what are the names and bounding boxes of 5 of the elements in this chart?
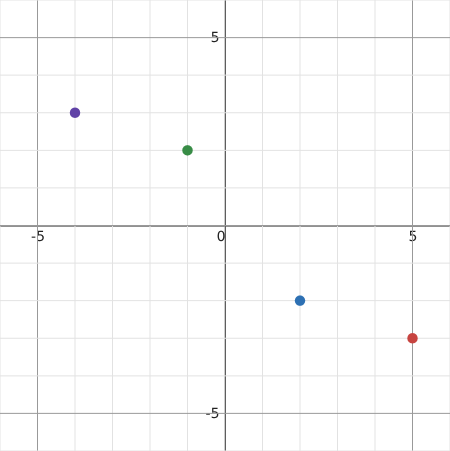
point bbox=[70, 108, 80, 118]
x-tick-label: 0 bbox=[216, 229, 226, 245]
point bbox=[294, 295, 306, 306]
point bbox=[182, 145, 193, 156]
point bbox=[407, 333, 418, 344]
